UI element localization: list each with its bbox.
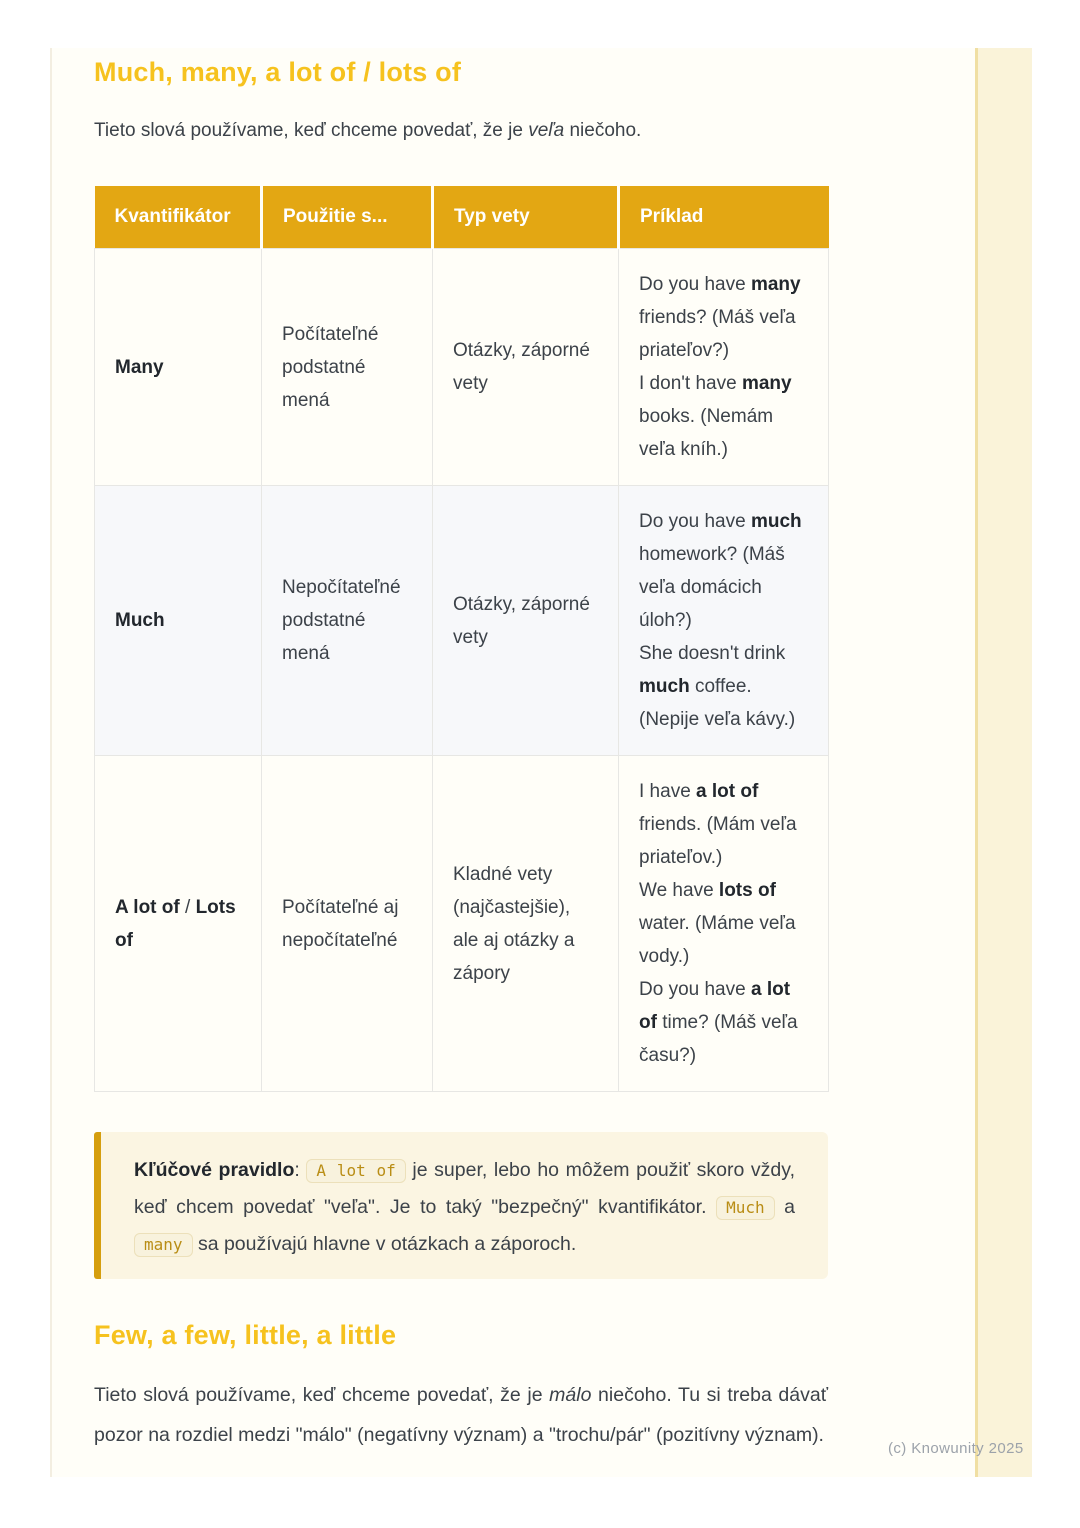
inline-code-chip: Much xyxy=(716,1196,775,1220)
cell-sentence-type: Kladné vety (najčastejšie), ale aj otázk… xyxy=(432,755,619,1092)
table-row: Many Počítateľné podstatné mená Otázky, zá… xyxy=(94,248,829,486)
col-header-usage: Použitie s... xyxy=(261,186,434,249)
table-row: A lot of / Lots of Počítateľné aj nepočít… xyxy=(94,755,829,1092)
cell-usage: Nepočítateľné podstatné mená xyxy=(261,485,433,756)
side-stripe xyxy=(975,48,1032,1477)
cell-usage: Počítateľné aj nepočítateľné xyxy=(261,755,433,1092)
col-header-quantifier: Kvantifikátor xyxy=(94,186,263,249)
example-line: Do you have much homework? (Máš veľa dom… xyxy=(639,511,802,631)
col-header-example: Príklad xyxy=(618,186,829,249)
callout-text: Kľúčové pravidlo: A lot of je super, leb… xyxy=(134,1159,795,1257)
cell-sentence-type: Otázky, záporné vety xyxy=(432,485,619,756)
cell-quantifier: Many xyxy=(94,248,262,486)
cell-quantifier: A lot of / Lots of xyxy=(94,755,262,1092)
section2-title: Few, a few, little, a little xyxy=(94,1320,397,1350)
inline-code-chip: many xyxy=(134,1233,193,1257)
example-line: Do you have many friends? (Máš veľa pria… xyxy=(639,274,801,361)
section1-intro: Tieto slová používame, keď chceme poveda… xyxy=(94,120,642,141)
example-line: I don't have many books. (Nemám veľa kní… xyxy=(639,373,792,460)
cell-sentence-type: Otázky, záporné vety xyxy=(432,248,619,486)
watermark: (c) Knowunity 2025 xyxy=(888,1440,1024,1457)
table-row: Much Nepočítateľné podstatné mená Otázky, … xyxy=(94,485,829,756)
cell-example: I have a lot of friends. (Mám veľa priat… xyxy=(618,755,829,1092)
quantifier-table: Kvantifikátor Použitie s... Typ vety Prí… xyxy=(94,186,829,1092)
cell-example: Do you have many friends? (Máš veľa pria… xyxy=(618,248,829,486)
page-background: Much, many, a lot of / lots of Tieto slo… xyxy=(50,48,1032,1477)
cell-quantifier: Much xyxy=(94,485,262,756)
example-line: She doesn't drink much coffee. (Nepije v… xyxy=(639,643,796,730)
cell-example: Do you have much homework? (Máš veľa dom… xyxy=(618,485,829,756)
example-line: I have a lot of friends. (Mám veľa priat… xyxy=(639,781,797,868)
cell-usage: Počítateľné podstatné mená xyxy=(261,248,433,486)
page-content: Much, many, a lot of / lots of Tieto slo… xyxy=(94,48,829,1455)
inline-code-chip: A lot of xyxy=(306,1159,406,1183)
key-rule-callout: Kľúčové pravidlo: A lot of je super, leb… xyxy=(94,1132,828,1279)
example-line: We have lots of water. (Máme veľa vody.) xyxy=(639,880,796,967)
table-header-row: Kvantifikátor Použitie s... Typ vety Prí… xyxy=(94,186,829,249)
section2-intro: Tieto slová používame, keď chceme poveda… xyxy=(94,1384,829,1446)
section1-title: Much, many, a lot of / lots of xyxy=(94,57,462,87)
example-line: Do you have a lot of time? (Máš veľa čas… xyxy=(639,979,798,1066)
col-header-sentence-type: Typ vety xyxy=(432,186,620,249)
